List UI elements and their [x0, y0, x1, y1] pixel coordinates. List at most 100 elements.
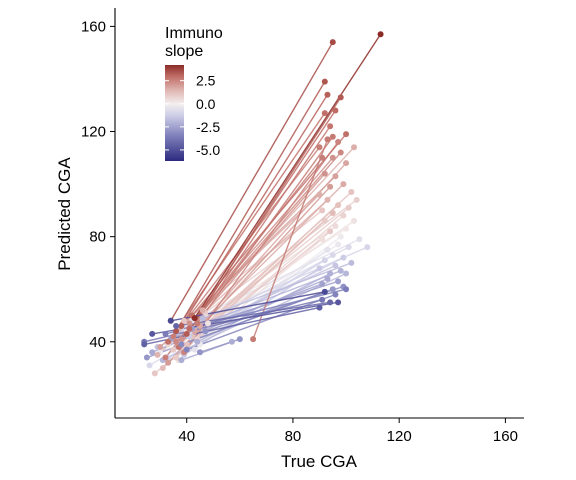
point-early [183, 346, 190, 353]
point-late [329, 286, 336, 293]
point-late [319, 296, 326, 303]
point-late [353, 196, 360, 203]
point-early [159, 365, 166, 372]
point-late [351, 217, 358, 224]
pair-line [199, 236, 342, 345]
point-late [340, 254, 347, 261]
point-late [343, 160, 350, 167]
legend: Immuno slope 2.5 0.0 -2.5 -5.0 [165, 25, 223, 161]
point-late [324, 136, 331, 143]
legend-ticks: 2.5 0.0 -2.5 -5.0 [165, 73, 220, 158]
point-early [196, 349, 203, 356]
point-early [167, 317, 174, 324]
y-tick-label: 80 [89, 229, 106, 246]
point-late [348, 259, 355, 266]
point-early [202, 328, 209, 335]
point-early [191, 315, 198, 322]
pair-line [186, 96, 342, 335]
point-late [327, 299, 334, 306]
pair-line [191, 204, 339, 338]
x-axis-ticks: 40 80 120 160 [178, 418, 518, 445]
point-late [348, 188, 355, 195]
legend-title-line2: slope [165, 43, 203, 60]
point-late [343, 131, 350, 138]
point-late [236, 336, 243, 343]
point-late [345, 204, 352, 211]
point-late [335, 139, 342, 146]
point-early [178, 357, 185, 364]
point-early [183, 341, 190, 348]
point-late [319, 236, 326, 243]
point-late [332, 262, 339, 269]
point-late [343, 225, 350, 232]
point-early [250, 336, 257, 343]
point-early [181, 317, 188, 324]
point-late [337, 94, 344, 101]
point-early [141, 341, 148, 348]
x-tick-label: 160 [493, 428, 518, 445]
point-late [316, 144, 323, 151]
point-early [170, 333, 177, 340]
point-late [337, 267, 344, 274]
legend-label: -2.5 [196, 119, 220, 135]
point-late [316, 191, 323, 198]
point-early [162, 354, 169, 361]
point-late [228, 338, 235, 345]
point-early [165, 338, 172, 345]
point-late [329, 252, 336, 259]
point-late [327, 270, 334, 277]
pair-line [167, 259, 326, 359]
point-late [343, 270, 350, 277]
y-tick-label: 120 [81, 124, 106, 141]
point-early [149, 349, 156, 356]
x-tick-label: 40 [178, 428, 195, 445]
point-late [319, 154, 326, 161]
point-early [199, 307, 206, 314]
point-late [340, 212, 347, 219]
point-late [329, 39, 336, 46]
point-early [178, 323, 185, 330]
point-late [332, 107, 339, 114]
point-late [332, 223, 339, 230]
point-late [319, 280, 326, 287]
point-late [337, 149, 344, 156]
point-early [165, 359, 172, 366]
point-early [146, 362, 153, 369]
point-late [316, 304, 323, 311]
point-early [183, 330, 190, 337]
point-late [377, 31, 384, 38]
point-late [327, 228, 334, 235]
point-early [173, 354, 180, 361]
point-late [337, 233, 344, 240]
point-late [321, 217, 328, 224]
x-tick-label: 80 [285, 428, 302, 445]
point-late [329, 210, 336, 216]
point-late [321, 170, 328, 177]
y-axis-title: Predicted CGA [55, 157, 74, 271]
point-early [154, 351, 161, 358]
point-late [316, 265, 323, 272]
point-late [329, 133, 336, 140]
point-late [364, 244, 371, 251]
legend-label: 2.5 [196, 73, 216, 89]
point-late [335, 202, 342, 209]
point-early [204, 320, 211, 327]
pair-line [186, 293, 336, 351]
point-early [173, 338, 180, 345]
point-late [324, 275, 331, 282]
pair-line [202, 262, 352, 319]
point-late [335, 241, 342, 248]
x-tick-label: 120 [387, 428, 412, 445]
pair-line [252, 139, 329, 340]
point-early [186, 325, 193, 332]
point-late [335, 299, 342, 306]
point-late [332, 291, 339, 298]
y-axis-ticks: 40 80 120 160 [81, 18, 115, 351]
x-axis-title: True CGA [281, 452, 358, 471]
pairs-layer [141, 31, 384, 377]
point-late [321, 257, 328, 264]
point-late [356, 236, 363, 243]
pair-line [175, 81, 326, 332]
legend-colorbar [165, 65, 184, 161]
